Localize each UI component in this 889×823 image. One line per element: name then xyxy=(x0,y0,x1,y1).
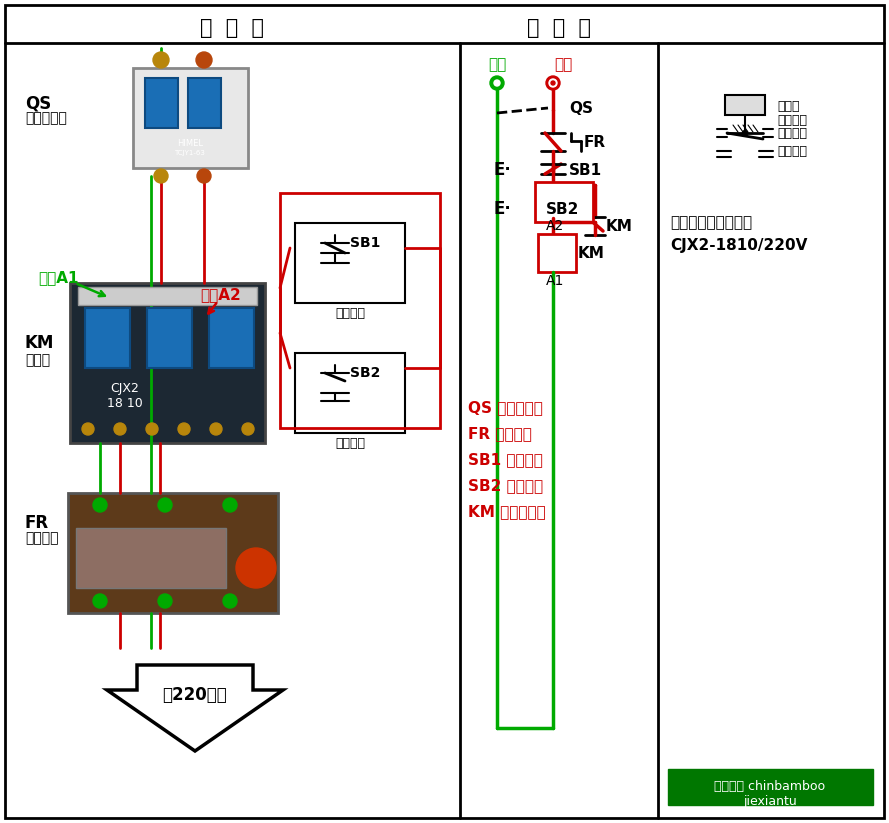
Text: FR 热继电器: FR 热继电器 xyxy=(468,426,532,441)
Circle shape xyxy=(223,498,237,512)
Text: 接220电机: 接220电机 xyxy=(163,686,228,704)
Text: 停止按鈕: 停止按鈕 xyxy=(335,306,365,319)
Text: 线圈A2: 线圈A2 xyxy=(200,287,241,303)
Circle shape xyxy=(549,79,557,87)
Text: 复位弹簧: 复位弹簧 xyxy=(777,114,807,127)
Circle shape xyxy=(196,52,212,68)
Bar xyxy=(535,182,593,222)
Text: 线圈A1: 线圈A1 xyxy=(38,271,78,286)
Circle shape xyxy=(742,131,748,136)
Text: 火线: 火线 xyxy=(554,58,573,72)
Text: TCJY1-63: TCJY1-63 xyxy=(174,150,205,156)
Circle shape xyxy=(546,76,560,90)
Text: jiexiantu: jiexiantu xyxy=(743,794,797,807)
Text: QS 空气断路器: QS 空气断路器 xyxy=(468,401,543,416)
Text: KM 交流接触器: KM 交流接触器 xyxy=(468,504,546,519)
Text: 18 10: 18 10 xyxy=(108,397,143,410)
Circle shape xyxy=(154,169,168,183)
Text: CJX2-1810/220V: CJX2-1810/220V xyxy=(670,238,807,253)
Text: SB2 启动按鈕: SB2 启动按鈕 xyxy=(468,478,543,494)
Text: 启动按鈕: 启动按鈕 xyxy=(335,436,365,449)
Text: SB1 停止按鈕: SB1 停止按鈕 xyxy=(468,453,543,467)
Text: SB2: SB2 xyxy=(547,202,580,216)
Circle shape xyxy=(178,423,190,435)
Text: KM: KM xyxy=(578,245,605,261)
Text: A2: A2 xyxy=(546,219,565,233)
Bar xyxy=(538,234,576,272)
Circle shape xyxy=(490,76,504,90)
Text: QS: QS xyxy=(569,100,593,115)
Text: E·: E· xyxy=(493,161,511,179)
Text: 常开触头: 常开触头 xyxy=(777,145,807,157)
Text: FR: FR xyxy=(25,514,49,532)
Circle shape xyxy=(153,52,169,68)
Text: 百度知道 chinbamboo: 百度知道 chinbamboo xyxy=(715,780,826,793)
Circle shape xyxy=(223,594,237,608)
Circle shape xyxy=(236,548,276,588)
Bar xyxy=(668,769,873,805)
Text: 空气断路器: 空气断路器 xyxy=(25,111,67,125)
Bar xyxy=(133,68,248,168)
Text: CJX2: CJX2 xyxy=(110,382,140,394)
Text: A1: A1 xyxy=(546,274,565,288)
Text: SB1: SB1 xyxy=(349,236,380,250)
Bar xyxy=(70,283,265,443)
Bar xyxy=(147,308,192,368)
Circle shape xyxy=(242,423,254,435)
Bar xyxy=(76,528,226,588)
Bar xyxy=(209,308,254,368)
Text: KM: KM xyxy=(25,334,54,352)
Text: FR: FR xyxy=(584,134,606,150)
Bar xyxy=(280,193,440,428)
Text: SB1: SB1 xyxy=(568,162,602,178)
Text: 常闭触头: 常闭触头 xyxy=(777,127,807,140)
Text: HIMEL: HIMEL xyxy=(177,138,203,147)
Text: 热继电器: 热继电器 xyxy=(25,531,59,545)
Text: SB2: SB2 xyxy=(349,366,380,380)
Circle shape xyxy=(158,594,172,608)
Bar xyxy=(295,353,405,433)
Text: E·: E· xyxy=(493,200,511,218)
Text: 接触器: 接触器 xyxy=(25,353,50,367)
Circle shape xyxy=(197,169,211,183)
Circle shape xyxy=(93,594,107,608)
Text: 按鈕帽: 按鈕帽 xyxy=(777,100,799,113)
Bar xyxy=(725,95,765,115)
Text: 实  物  图: 实 物 图 xyxy=(200,18,264,38)
Circle shape xyxy=(146,423,158,435)
Text: 零线: 零线 xyxy=(488,58,506,72)
Bar xyxy=(295,223,405,303)
Polygon shape xyxy=(107,665,283,751)
Circle shape xyxy=(93,498,107,512)
Circle shape xyxy=(158,498,172,512)
Circle shape xyxy=(82,423,94,435)
Bar xyxy=(85,308,130,368)
Circle shape xyxy=(494,80,500,86)
Text: 原  理  图: 原 理 图 xyxy=(527,18,591,38)
Text: KM: KM xyxy=(605,218,632,234)
Circle shape xyxy=(551,81,555,85)
Bar xyxy=(145,78,178,128)
Text: 注：交流接触器选用: 注：交流接触器选用 xyxy=(670,216,752,230)
Bar xyxy=(188,78,221,128)
Text: QS: QS xyxy=(25,94,52,112)
Circle shape xyxy=(114,423,126,435)
Circle shape xyxy=(210,423,222,435)
Bar xyxy=(68,493,278,613)
Bar xyxy=(78,287,257,305)
